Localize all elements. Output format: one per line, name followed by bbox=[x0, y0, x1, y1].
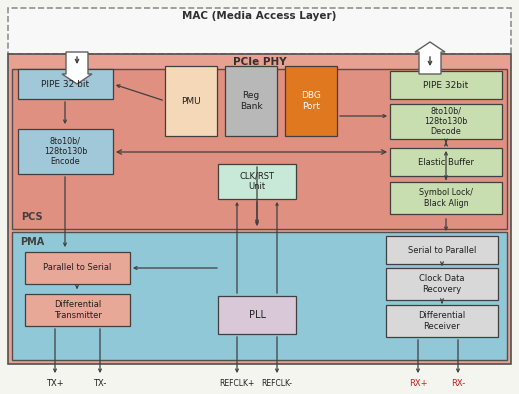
Text: TX+: TX+ bbox=[46, 379, 64, 388]
FancyBboxPatch shape bbox=[218, 296, 296, 334]
FancyBboxPatch shape bbox=[225, 66, 277, 136]
Text: Clock Data
Recovery: Clock Data Recovery bbox=[419, 274, 465, 294]
Text: PCS: PCS bbox=[21, 212, 43, 222]
Text: PLL: PLL bbox=[249, 310, 266, 320]
Text: REFCLK-: REFCLK- bbox=[262, 379, 293, 388]
Text: TX-: TX- bbox=[93, 379, 107, 388]
Text: PMU: PMU bbox=[181, 97, 201, 106]
FancyArrow shape bbox=[415, 42, 445, 74]
FancyBboxPatch shape bbox=[18, 69, 113, 99]
FancyBboxPatch shape bbox=[390, 104, 502, 139]
FancyBboxPatch shape bbox=[386, 305, 498, 337]
FancyBboxPatch shape bbox=[165, 66, 217, 136]
FancyBboxPatch shape bbox=[12, 69, 507, 229]
FancyBboxPatch shape bbox=[390, 182, 502, 214]
FancyBboxPatch shape bbox=[390, 148, 502, 176]
FancyBboxPatch shape bbox=[386, 268, 498, 300]
FancyBboxPatch shape bbox=[390, 71, 502, 99]
Text: PMA: PMA bbox=[20, 237, 44, 247]
FancyBboxPatch shape bbox=[25, 294, 130, 326]
FancyBboxPatch shape bbox=[285, 66, 337, 136]
FancyBboxPatch shape bbox=[25, 252, 130, 284]
Text: RX-: RX- bbox=[451, 379, 465, 388]
Text: 8to10b/
128to130b
Decode: 8to10b/ 128to130b Decode bbox=[425, 107, 468, 136]
Text: CLK/RST
Unit: CLK/RST Unit bbox=[239, 172, 275, 191]
Text: PCIe PHY: PCIe PHY bbox=[233, 57, 286, 67]
Text: Differential
Receiver: Differential Receiver bbox=[418, 311, 466, 331]
Text: MAC (Media Access Layer): MAC (Media Access Layer) bbox=[182, 11, 337, 21]
Text: Elastic Buffer: Elastic Buffer bbox=[418, 158, 474, 167]
Text: RX+: RX+ bbox=[409, 379, 427, 388]
Text: PIPE 32 bit: PIPE 32 bit bbox=[42, 80, 90, 89]
Text: Differential
Transmitter: Differential Transmitter bbox=[53, 300, 101, 320]
Text: 8to10b/
128to130b
Encode: 8to10b/ 128to130b Encode bbox=[44, 137, 87, 166]
Text: DBG
Port: DBG Port bbox=[301, 91, 321, 111]
FancyBboxPatch shape bbox=[8, 54, 511, 364]
FancyBboxPatch shape bbox=[8, 8, 511, 54]
Text: Symbol Lock/
Black Align: Symbol Lock/ Black Align bbox=[419, 188, 473, 208]
FancyBboxPatch shape bbox=[218, 164, 296, 199]
FancyArrow shape bbox=[62, 52, 92, 84]
FancyBboxPatch shape bbox=[386, 236, 498, 264]
Text: Serial to Parallel: Serial to Parallel bbox=[408, 245, 476, 255]
FancyBboxPatch shape bbox=[18, 129, 113, 174]
FancyBboxPatch shape bbox=[12, 232, 507, 360]
Text: Reg
Bank: Reg Bank bbox=[240, 91, 262, 111]
Text: REFCLK+: REFCLK+ bbox=[220, 379, 255, 388]
Text: PIPE 32bit: PIPE 32bit bbox=[424, 80, 469, 89]
Text: Parallel to Serial: Parallel to Serial bbox=[43, 264, 112, 273]
